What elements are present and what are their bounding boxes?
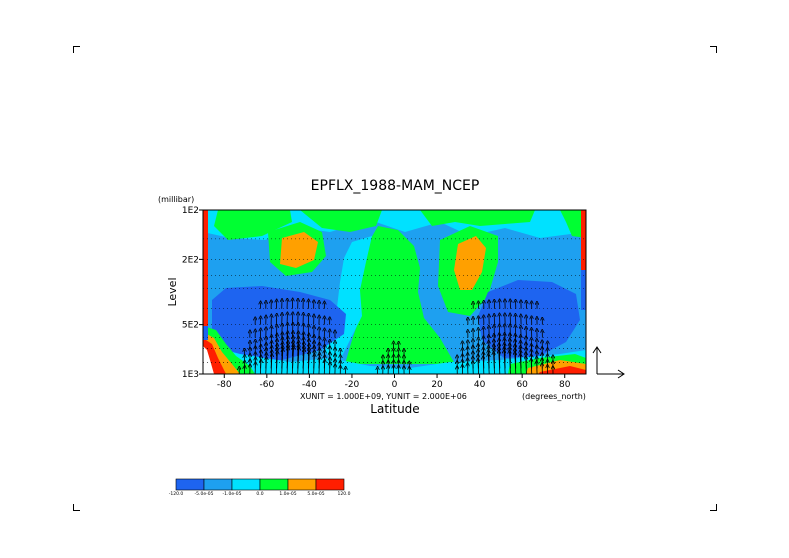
crop-mark-top-left <box>73 46 80 53</box>
crop-mark-bottom-right <box>710 504 717 511</box>
contour-green-top-left <box>214 210 292 240</box>
flux-vector <box>292 324 293 338</box>
contour-green-central <box>345 226 455 364</box>
y-axis-label: Level <box>166 277 179 306</box>
x-tick-label: -80 <box>217 380 232 390</box>
flux-vector <box>515 335 516 349</box>
flux-vector <box>499 334 500 349</box>
x-tick-label: 20 <box>431 380 443 390</box>
flux-vector <box>303 333 304 349</box>
contour-red-surface-right <box>538 366 586 374</box>
contour-green-top-mid <box>300 210 382 232</box>
contour-blue-left-edge <box>203 326 208 340</box>
reference-vector-vertical-head <box>592 346 602 354</box>
flux-vector <box>276 335 277 349</box>
ep-flux-vectors <box>239 300 553 374</box>
x-tick-label: 60 <box>516 380 528 390</box>
colorbar-label: -120.0 <box>169 491 184 497</box>
x-axis-label: Latitude <box>370 402 419 416</box>
colorbar: -120.0 -5.0e-05 -1.0e-05 0.0 1.0e-05 5.0e-05 1… <box>169 478 351 497</box>
colorbar-label: 0.0 <box>256 491 263 497</box>
x-tick-label: -60 <box>259 380 274 390</box>
contour-red-right-edge <box>581 210 586 270</box>
plot-area <box>203 210 586 374</box>
x-unit-label: (degrees_north) <box>522 392 586 401</box>
y-tick-label: 2E2 <box>182 255 199 265</box>
colorbar-swatch <box>231 478 261 491</box>
colorbar-label: -5.0e-05 <box>195 491 214 497</box>
y-unit-label: (millibar) <box>158 195 194 204</box>
colorbar-label: 5.0e-05 <box>307 491 324 497</box>
flux-vector <box>510 334 511 349</box>
vector-units-label: XUNIT = 1.000E+09, YUNIT = 2.000E+06 <box>300 392 467 401</box>
colorbar-swatch <box>315 478 345 491</box>
colorbar-label: 1.0e-05 <box>279 491 296 497</box>
flux-vector <box>505 334 506 349</box>
contour-orange-right-jet <box>454 236 486 290</box>
flux-vector <box>287 324 288 338</box>
reference-vector-legend <box>592 346 625 379</box>
x-tick-label: -40 <box>302 380 317 390</box>
reference-vector-horizontal-head <box>617 369 625 379</box>
flux-vector <box>287 332 288 349</box>
flux-vector <box>308 335 309 349</box>
flux-vector <box>282 333 283 349</box>
y-axis-ticks: 1E3 5E2 2E2 1E2 <box>182 206 203 380</box>
contour-orange-left-jet <box>280 232 318 268</box>
crop-mark-top-right <box>710 46 717 53</box>
flux-vector <box>298 332 299 349</box>
colorbar-swatch <box>287 478 317 491</box>
x-axis-ticks: -80 -60 -40 -20 0 20 40 60 80 <box>217 374 571 390</box>
chart-title: EPFLX_1988-MAM_NCEP <box>311 178 480 194</box>
y-tick-label: 1E3 <box>182 370 199 380</box>
colorbar-swatch <box>259 478 289 491</box>
colorbar-label: -1.0e-05 <box>223 491 242 497</box>
flux-vector <box>494 335 495 349</box>
x-tick-label: 40 <box>474 380 486 390</box>
contour-white-orography <box>203 346 214 374</box>
flux-vector <box>292 332 293 349</box>
colorbar-label: 120.0 <box>338 491 351 497</box>
x-tick-label: -20 <box>345 380 360 390</box>
x-tick-label: 0 <box>392 380 398 390</box>
contour-green-top-right <box>420 210 535 226</box>
x-tick-label: 80 <box>559 380 571 390</box>
crop-mark-bottom-left <box>73 504 80 511</box>
colorbar-swatch <box>203 478 233 491</box>
colorbar-swatch <box>175 478 205 491</box>
y-tick-label: 1E2 <box>182 206 199 216</box>
flux-vector <box>298 324 299 338</box>
contour-cyan-surface <box>203 344 586 374</box>
contour-red-left-edge <box>203 210 208 328</box>
contour-green-top-far-right <box>560 210 586 238</box>
contour-blue-right-edge <box>581 270 586 310</box>
y-tick-label: 5E2 <box>182 321 199 331</box>
